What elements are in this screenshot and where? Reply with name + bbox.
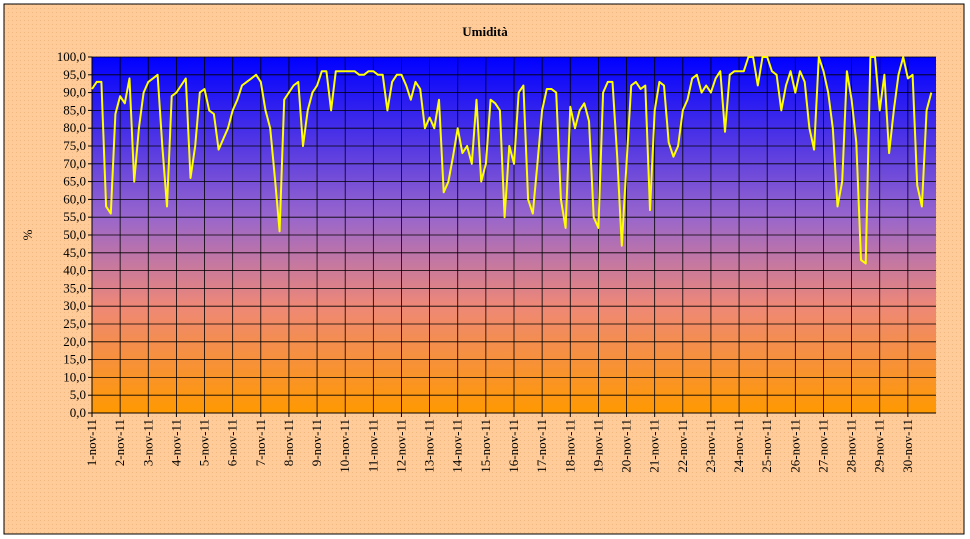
y-axis-label: % <box>20 229 35 240</box>
x-tick-label: 12-nov-11 <box>393 419 408 473</box>
x-tick-label: 20-nov-11 <box>619 419 634 473</box>
x-tick-label: 18-nov-11 <box>562 419 577 473</box>
y-tick-label: 65,0 <box>63 174 86 189</box>
x-tick-label: 5-nov-11 <box>197 419 212 466</box>
y-tick-label: 15,0 <box>63 352 86 367</box>
x-tick-label: 2-nov-11 <box>112 419 127 466</box>
x-tick-label: 3-nov-11 <box>140 419 155 466</box>
y-tick-label: 5,0 <box>70 387 86 402</box>
x-tick-label: 10-nov-11 <box>337 419 352 473</box>
x-tick-label: 28-nov-11 <box>844 419 859 473</box>
y-tick-label: 55,0 <box>63 209 86 224</box>
y-tick-label: 80,0 <box>63 120 86 135</box>
x-tick-label: 1-nov-11 <box>84 419 99 466</box>
y-tick-label: 25,0 <box>63 316 86 331</box>
x-tick-label: 30-nov-11 <box>900 419 915 473</box>
x-tick-label: 27-nov-11 <box>815 419 830 473</box>
x-tick-label: 4-nov-11 <box>168 419 183 466</box>
x-tick-label: 13-nov-11 <box>422 419 437 473</box>
x-tick-label: 9-nov-11 <box>309 419 324 466</box>
x-tick-label: 29-nov-11 <box>872 419 887 473</box>
y-tick-label: 45,0 <box>63 245 86 260</box>
x-tick-label: 8-nov-11 <box>281 419 296 466</box>
x-tick-label: 6-nov-11 <box>225 419 240 466</box>
x-tick-label: 15-nov-11 <box>478 419 493 473</box>
y-tick-label: 50,0 <box>63 227 86 242</box>
y-tick-label: 30,0 <box>63 298 86 313</box>
x-tick-label: 14-nov-11 <box>450 419 465 473</box>
x-tick-label: 17-nov-11 <box>534 419 549 473</box>
x-tick-label: 7-nov-11 <box>253 419 268 466</box>
x-tick-label: 26-nov-11 <box>787 419 802 473</box>
x-tick-label: 16-nov-11 <box>506 419 521 473</box>
y-tick-label: 10,0 <box>63 369 86 384</box>
y-tick-label: 75,0 <box>63 138 86 153</box>
y-tick-label: 85,0 <box>63 102 86 117</box>
y-tick-label: 90,0 <box>63 85 86 100</box>
y-tick-label: 40,0 <box>63 263 86 278</box>
chart-title: Umidità <box>462 24 508 39</box>
y-tick-label: 70,0 <box>63 156 86 171</box>
y-tick-label: 95,0 <box>63 67 86 82</box>
x-tick-label: 22-nov-11 <box>675 419 690 473</box>
y-tick-label: 20,0 <box>63 334 86 349</box>
humidity-line <box>91 56 933 265</box>
x-tick-label: 25-nov-11 <box>759 419 774 473</box>
x-tick-label: 11-nov-11 <box>365 419 380 472</box>
y-tick-label: 0,0 <box>70 405 86 420</box>
x-tick-label: 23-nov-11 <box>703 419 718 473</box>
y-tick-label: 100,0 <box>57 49 86 64</box>
y-tick-label: 60,0 <box>63 191 86 206</box>
y-tick-label: 35,0 <box>63 280 86 295</box>
x-tick-label: 24-nov-11 <box>731 419 746 473</box>
x-tick-label: 21-nov-11 <box>647 419 662 473</box>
x-tick-label: 19-nov-11 <box>590 419 605 473</box>
